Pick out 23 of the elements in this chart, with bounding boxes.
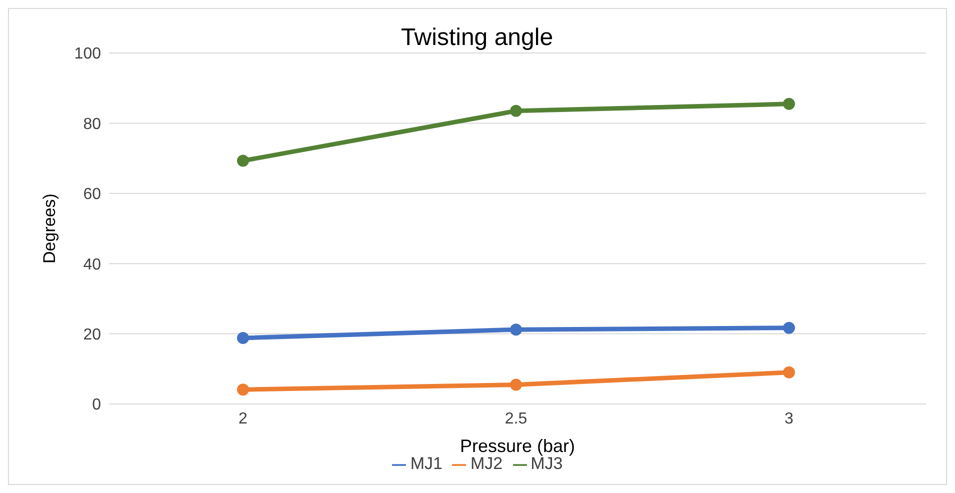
y-tick-label: 100: [74, 46, 102, 63]
legend-label: MJ2: [470, 454, 503, 473]
y-tick-label: 0: [92, 396, 102, 414]
point: [237, 332, 249, 344]
y-tick-label: 60: [83, 186, 102, 204]
point: [510, 324, 522, 336]
point: [783, 366, 795, 378]
x-axis-title: Pressure (bar): [460, 436, 576, 456]
point: [237, 154, 249, 167]
y-tick-label: 40: [83, 256, 102, 274]
legend-label: MJ1: [410, 454, 442, 473]
point: [783, 322, 795, 334]
y-axis-title: Degrees): [40, 194, 60, 264]
y-tick-label: 80: [83, 116, 102, 133]
point: [237, 384, 249, 396]
point: [510, 104, 522, 117]
x-tick-label: 2.5: [504, 410, 528, 428]
point: [783, 98, 795, 110]
x-tick-label: 2: [238, 410, 248, 428]
y-tick-label: 20: [83, 326, 102, 344]
point: [510, 378, 522, 391]
x-tick-label: 3: [784, 410, 794, 428]
chart-title: Twisting angle: [400, 24, 554, 51]
